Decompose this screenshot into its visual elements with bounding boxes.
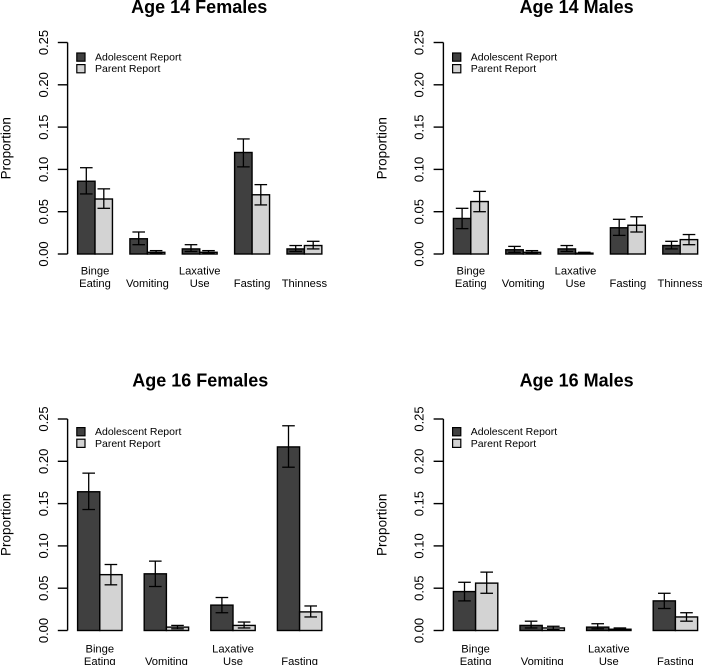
svg-text:Age 16 Males: Age 16 Males <box>520 370 634 390</box>
svg-text:0.20: 0.20 <box>36 72 51 97</box>
svg-text:Proportion: Proportion <box>0 494 14 556</box>
svg-text:Laxative: Laxative <box>555 266 597 278</box>
svg-text:Adolescent Report: Adolescent Report <box>471 52 557 64</box>
svg-text:0.25: 0.25 <box>412 30 427 55</box>
svg-text:Thinness: Thinness <box>657 278 702 290</box>
svg-text:Parent Report: Parent Report <box>471 438 536 450</box>
svg-text:0.05: 0.05 <box>36 199 51 224</box>
svg-text:Vomiting: Vomiting <box>126 278 169 290</box>
svg-text:Proportion: Proportion <box>0 117 14 179</box>
svg-text:Use: Use <box>599 656 619 665</box>
svg-text:Fasting: Fasting <box>234 278 271 290</box>
svg-text:0.15: 0.15 <box>412 491 427 516</box>
svg-text:Vomiting: Vomiting <box>521 656 564 665</box>
svg-text:Laxative: Laxative <box>588 643 630 655</box>
svg-text:0.25: 0.25 <box>36 30 51 55</box>
svg-text:Binge: Binge <box>461 643 490 655</box>
svg-text:Eating: Eating <box>84 656 116 665</box>
svg-text:Age 14 Males: Age 14 Males <box>520 0 634 17</box>
svg-text:0.10: 0.10 <box>36 157 51 182</box>
svg-text:0.10: 0.10 <box>412 533 427 558</box>
svg-text:Eating: Eating <box>460 656 492 665</box>
svg-text:0.05: 0.05 <box>36 576 51 601</box>
svg-text:0.25: 0.25 <box>412 406 427 431</box>
svg-text:Vomiting: Vomiting <box>145 656 188 665</box>
svg-text:Fasting: Fasting <box>610 278 647 290</box>
svg-text:Age 16 Females: Age 16 Females <box>132 370 268 390</box>
svg-text:0.00: 0.00 <box>36 241 51 266</box>
svg-text:Adolescent Report: Adolescent Report <box>95 426 181 438</box>
svg-text:0.15: 0.15 <box>412 114 427 139</box>
svg-text:Binge: Binge <box>81 266 110 278</box>
svg-text:Use: Use <box>566 278 586 290</box>
svg-text:Vomiting: Vomiting <box>502 278 545 290</box>
svg-text:Laxative: Laxative <box>212 643 254 655</box>
svg-text:Eating: Eating <box>79 278 111 290</box>
svg-text:0.10: 0.10 <box>36 533 51 558</box>
svg-text:0.00: 0.00 <box>412 618 427 643</box>
svg-text:0.15: 0.15 <box>36 491 51 516</box>
svg-text:0.00: 0.00 <box>36 618 51 643</box>
svg-text:Proportion: Proportion <box>374 117 389 179</box>
svg-text:Use: Use <box>190 278 210 290</box>
svg-text:Fasting: Fasting <box>281 656 318 665</box>
svg-text:0.20: 0.20 <box>36 449 51 474</box>
svg-text:Binge: Binge <box>456 266 485 278</box>
svg-text:0.10: 0.10 <box>412 157 427 182</box>
svg-text:Eating: Eating <box>455 278 487 290</box>
svg-text:0.00: 0.00 <box>412 241 427 266</box>
svg-text:Parent Report: Parent Report <box>471 63 536 75</box>
svg-text:0.05: 0.05 <box>412 576 427 601</box>
svg-text:0.15: 0.15 <box>36 114 51 139</box>
svg-text:Thinness: Thinness <box>282 278 328 290</box>
svg-text:Fasting: Fasting <box>657 656 694 665</box>
svg-text:Adolescent Report: Adolescent Report <box>471 426 557 438</box>
svg-text:0.20: 0.20 <box>412 449 427 474</box>
svg-text:Use: Use <box>223 656 243 665</box>
svg-text:Binge: Binge <box>85 643 114 655</box>
svg-text:0.25: 0.25 <box>36 406 51 431</box>
svg-text:Laxative: Laxative <box>179 266 221 278</box>
svg-text:Parent Report: Parent Report <box>95 63 160 75</box>
svg-text:0.05: 0.05 <box>412 199 427 224</box>
svg-text:Proportion: Proportion <box>374 494 389 556</box>
svg-text:0.20: 0.20 <box>412 72 427 97</box>
svg-text:Age 14 Females: Age 14 Females <box>131 0 267 17</box>
svg-text:Parent Report: Parent Report <box>95 438 160 450</box>
svg-text:Adolescent Report: Adolescent Report <box>95 52 181 64</box>
